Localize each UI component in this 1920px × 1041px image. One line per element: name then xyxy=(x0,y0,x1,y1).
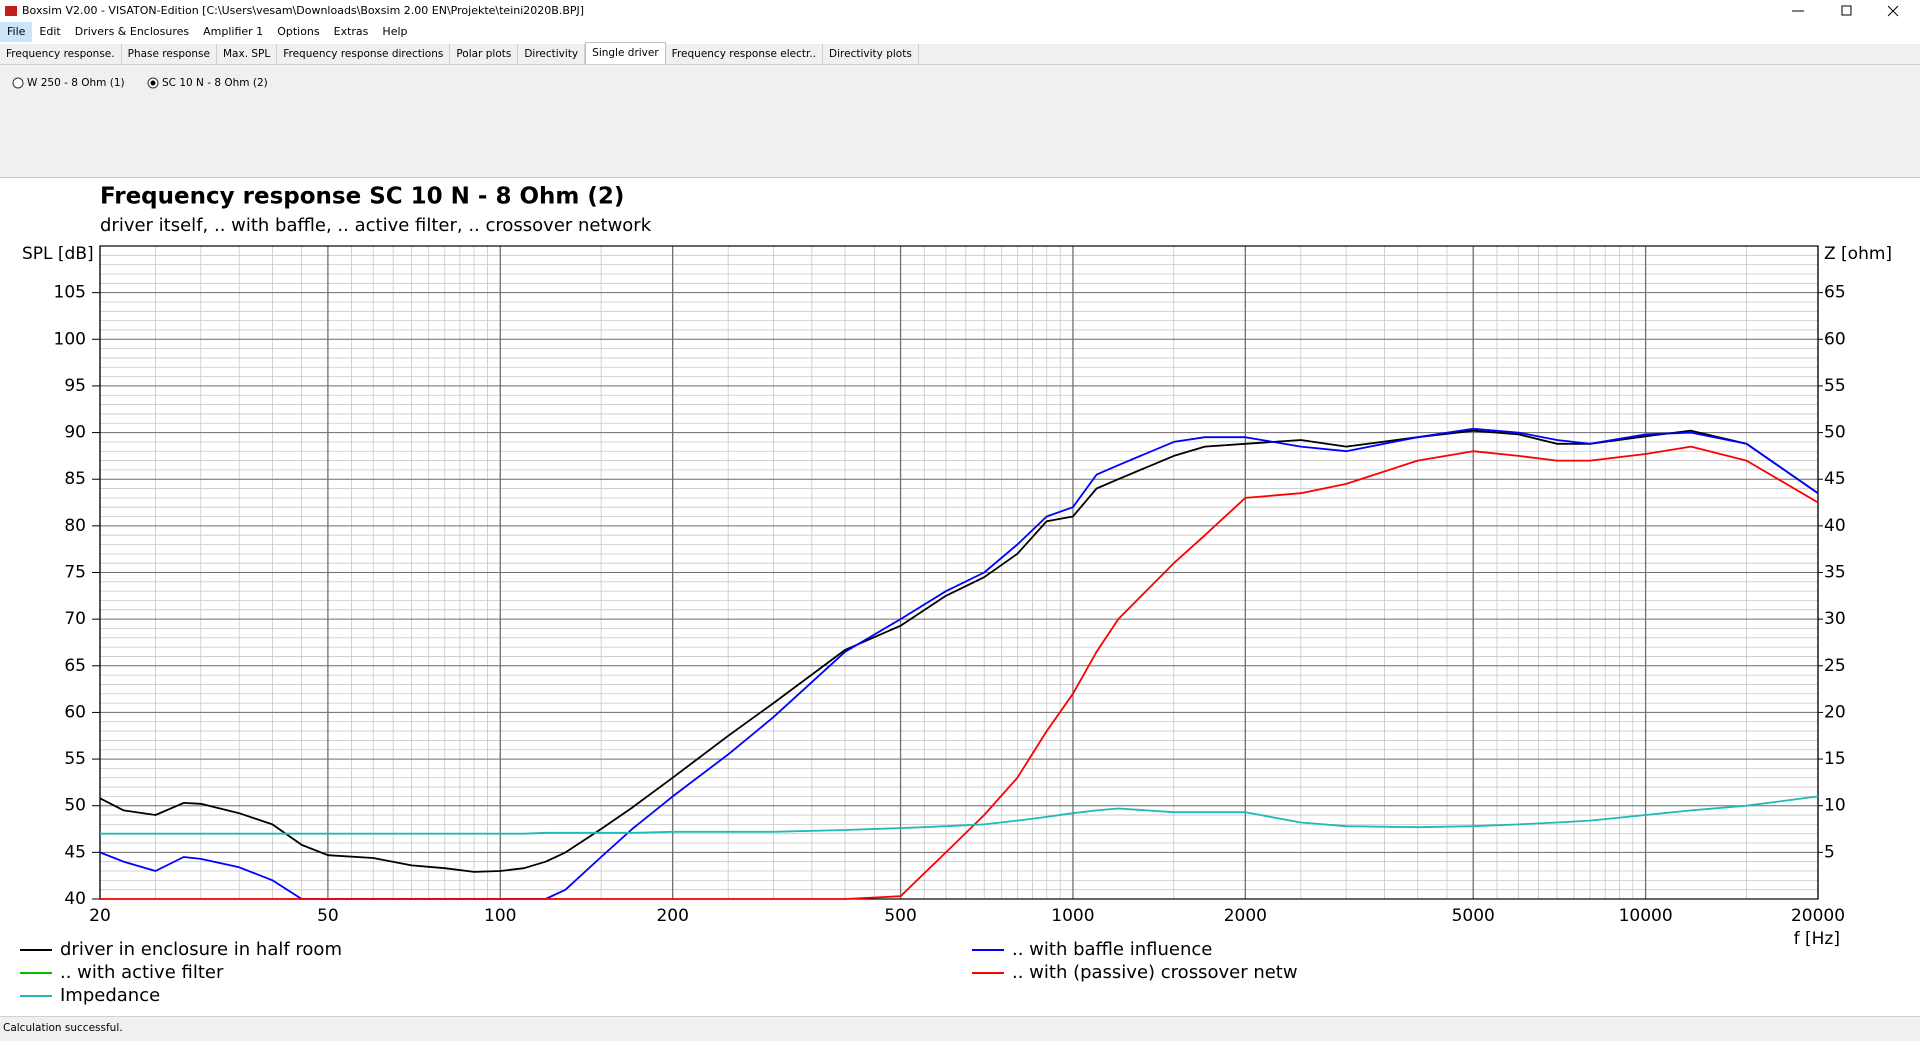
tab[interactable]: Frequency response electr.. xyxy=(666,44,824,64)
series-line xyxy=(100,795,1819,835)
menu-item[interactable]: Drivers & Enclosures xyxy=(74,25,190,38)
menu-item[interactable]: File xyxy=(0,22,33,42)
x-tick-label: 200 xyxy=(656,906,688,926)
status-bar: Calculation successful. xyxy=(0,1016,1920,1041)
x-tick-label: 1000 xyxy=(1051,906,1094,926)
series-line xyxy=(100,445,1819,900)
y-tick-label: 105 xyxy=(54,283,86,303)
y2-tick-label: 35 xyxy=(1824,563,1846,583)
y-tick-label: 75 xyxy=(64,563,86,583)
driver-radio[interactable]: SC 10 N - 8 Ohm (2) xyxy=(147,77,268,89)
driver-label: SC 10 N - 8 Ohm (2) xyxy=(162,77,268,89)
x-tick-label: 2000 xyxy=(1224,906,1267,926)
chart-subtitle: driver itself, .. with baffle, .. active… xyxy=(100,215,652,236)
x-tick-label: 10000 xyxy=(1619,906,1673,926)
y-tick-label: 70 xyxy=(64,609,86,629)
y-tick-label: 80 xyxy=(64,516,86,536)
legend-label: driver in enclosure in half room xyxy=(60,939,342,960)
y2-tick-label: 15 xyxy=(1824,749,1846,769)
chart-title: Frequency response SC 10 N - 8 Ohm (2) xyxy=(100,184,624,210)
legend-label: .. with (passive) crossover netw xyxy=(1012,962,1298,983)
driver-panel: W 250 - 8 Ohm (1) SC 10 N - 8 Ohm (2) xyxy=(0,65,1920,178)
y-tick-label: 90 xyxy=(64,423,86,443)
y-tick-label: 95 xyxy=(64,376,86,396)
status-text: Calculation successful. xyxy=(3,1022,123,1034)
x-tick-label: 20 xyxy=(89,906,111,926)
tab[interactable]: Single driver xyxy=(585,42,666,64)
y-tick-label: 50 xyxy=(64,796,86,816)
x-tick-label: 5000 xyxy=(1452,906,1495,926)
menu-item[interactable]: Amplifier 1 xyxy=(203,25,264,38)
x-tick-label: 20000 xyxy=(1791,906,1845,926)
tab[interactable]: Directivity xyxy=(518,44,586,64)
legend-label: .. with active filter xyxy=(60,962,224,983)
window-controls[interactable] xyxy=(1780,0,1920,22)
y2-tick-label: 30 xyxy=(1824,609,1846,629)
menu-item[interactable]: Extras xyxy=(333,25,369,38)
y-tick-label: 60 xyxy=(64,702,86,722)
menu-item[interactable]: Options xyxy=(277,25,320,38)
y-tick-label: 85 xyxy=(64,469,86,489)
y2-tick-label: 10 xyxy=(1824,796,1846,816)
y-tick-label: 65 xyxy=(64,656,86,676)
tab-bar: Frequency response. Phase response Max. SP… xyxy=(0,42,1920,65)
series-line xyxy=(99,427,1819,900)
tab[interactable]: Max. SPL xyxy=(217,44,278,64)
y2-tick-label: 60 xyxy=(1824,329,1846,349)
y-tick-label: 45 xyxy=(64,842,86,862)
y2-tick-label: 65 xyxy=(1824,283,1846,303)
legend-label: Impedance xyxy=(60,985,160,1006)
plot-frame xyxy=(99,245,1819,900)
tab[interactable]: Directivity plots xyxy=(823,44,919,64)
app-icon xyxy=(5,6,17,16)
tab[interactable]: Phase response xyxy=(122,44,217,64)
y2-tick-label: 25 xyxy=(1824,656,1846,676)
chart: Frequency response SC 10 N - 8 Ohm (2) dr… xyxy=(20,184,1892,1006)
tab[interactable]: Frequency response directions xyxy=(277,44,451,64)
driver-radio[interactable]: W 250 - 8 Ohm (1) xyxy=(12,77,125,89)
x-tick-label: 50 xyxy=(317,906,339,926)
x-tick-label: 500 xyxy=(884,906,916,926)
x-axis-label: f [Hz] xyxy=(1794,929,1840,949)
y2-tick-label: 55 xyxy=(1824,376,1846,396)
driver-label: W 250 - 8 Ohm (1) xyxy=(27,77,125,89)
y-axis-label: SPL [dB] xyxy=(22,244,94,264)
title-bar: Boxsim V2.00 - VISATON-Edition [C:\Users… xyxy=(0,0,1920,22)
y-tick-label: 100 xyxy=(54,329,86,349)
y2-tick-label: 5 xyxy=(1824,842,1835,862)
y2-tick-label: 20 xyxy=(1824,702,1846,722)
menu-item[interactable]: Edit xyxy=(39,25,61,38)
menu-item[interactable]: Help xyxy=(382,25,408,38)
y2-tick-label: 40 xyxy=(1824,516,1846,536)
tab[interactable]: Frequency response. xyxy=(0,44,122,64)
window-title: Boxsim V2.00 - VISATON-Edition [C:\Users… xyxy=(22,4,585,17)
menu-bar: File Edit Drivers & Enclosures Amplifier 1 O… xyxy=(0,22,1920,42)
x-tick-label: 100 xyxy=(484,906,516,926)
y2-tick-label: 45 xyxy=(1824,469,1846,489)
tab[interactable]: Polar plots xyxy=(450,44,519,64)
series-line xyxy=(99,429,1819,873)
y2-axis-label: Z [ohm] xyxy=(1824,244,1892,264)
legend-label: .. with baffle influence xyxy=(1012,939,1212,960)
y-tick-label: 55 xyxy=(64,749,86,769)
y-tick-label: 40 xyxy=(64,889,86,909)
y2-tick-label: 50 xyxy=(1824,423,1846,443)
